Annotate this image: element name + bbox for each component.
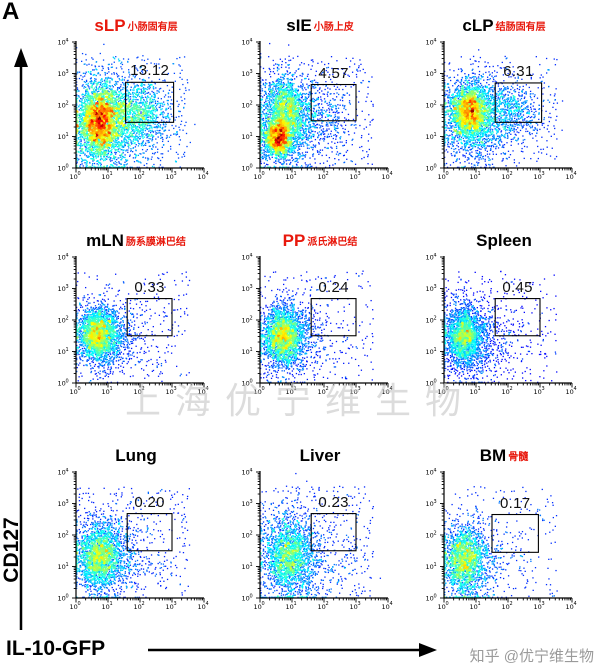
flow-panel-sIE: sIE 小肠上皮 4.57: [226, 14, 410, 229]
credit-watermark: 知乎 @优宁维生物: [469, 648, 594, 665]
flow-panel-cLP: cLP 结肠固有层 6.31: [410, 14, 594, 229]
panel-title-annotation: 小肠固有层: [127, 22, 178, 33]
y-axis-label: CD127: [0, 517, 23, 583]
scatter-canvas: [50, 38, 210, 188]
scatter-canvas: [234, 253, 394, 403]
gate-percentage: 6.31: [503, 62, 534, 80]
panel-title: mLN 肠系膜淋巴结: [56, 229, 216, 253]
flow-panel-PP: PP 派氏淋巴结 0.24: [226, 229, 410, 444]
scatter-plot: 0.17: [418, 468, 578, 618]
flow-panel-mLN: mLN 肠系膜淋巴结 0.33: [42, 229, 226, 444]
gate-percentage: 0.20: [134, 493, 165, 511]
panel-title-annotation: 骨髓: [508, 452, 529, 463]
gate-percentage: 13.12: [130, 62, 170, 80]
panel-title-annotation: 派氏淋巴结: [307, 237, 358, 248]
panel-title: Spleen: [424, 229, 584, 253]
scatter-plot: 6.31: [418, 38, 578, 188]
panel-title-text: cLP: [462, 16, 494, 35]
gate-percentage: 0.24: [318, 278, 349, 296]
panel-title: sIE 小肠上皮: [240, 14, 400, 38]
panel-title: PP 派氏淋巴结: [240, 229, 400, 253]
panel-title: cLP 结肠固有层: [424, 14, 584, 38]
scatter-plot: 13.12: [50, 38, 210, 188]
scatter-plot: 4.57: [234, 38, 394, 188]
panel-title: Lung: [56, 444, 216, 468]
scatter-canvas: [50, 253, 210, 403]
scatter-plot: 0.20: [50, 468, 210, 618]
flow-panel-sLP: sLP 小肠固有层 13.12: [42, 14, 226, 229]
scatter-plot: 0.23: [234, 468, 394, 618]
panel-title: Liver: [240, 444, 400, 468]
panels-grid: sLP 小肠固有层 13.12 sIE 小肠上皮 4.57 cLP 结肠固有层 6.31 mLN 肠…: [42, 14, 594, 659]
scatter-canvas: [234, 468, 394, 618]
x-axis-label: IL-10-GFP: [6, 637, 106, 660]
panel-title-text: sLP: [94, 16, 126, 35]
panel-title-annotation: 肠系膜淋巴结: [125, 237, 186, 248]
flow-panel-Spleen: Spleen 0.45: [410, 229, 594, 444]
panel-title-text: mLN: [86, 231, 124, 250]
scatter-canvas: [418, 38, 578, 188]
panel-title-text: BM: [479, 446, 507, 465]
gate-percentage: 0.23: [318, 493, 349, 511]
scatter-canvas: [50, 468, 210, 618]
gate-percentage: 0.33: [134, 278, 165, 296]
gate-percentage: 0.17: [499, 494, 531, 512]
scatter-plot: 0.33: [50, 253, 210, 403]
gate-percentage: 0.45: [502, 278, 533, 296]
panel-title-text: sIE: [286, 16, 312, 35]
panel-title-text: Liver: [299, 446, 341, 465]
panel-title-text: PP: [282, 231, 306, 250]
flow-panel-Lung: Lung 0.20: [42, 444, 226, 659]
scatter-canvas: [234, 38, 394, 188]
scatter-plot: 0.45: [418, 253, 578, 403]
panel-title: BM 骨髓: [424, 444, 584, 468]
flow-panel-Liver: Liver 0.23: [226, 444, 410, 659]
panel-title-text: Lung: [115, 446, 157, 465]
panel-title-annotation: 小肠上皮: [313, 22, 354, 33]
panel-title-text: Spleen: [476, 231, 532, 250]
scatter-canvas: [418, 468, 578, 618]
panel-title: sLP 小肠固有层: [56, 14, 216, 38]
scatter-plot: 0.24: [234, 253, 394, 403]
figure-panel-letter: A: [2, 0, 20, 25]
flow-panel-BM: BM 骨髓 0.17: [410, 444, 594, 659]
panel-title-annotation: 结肠固有层: [495, 22, 546, 33]
scatter-canvas: [418, 253, 578, 403]
gate-percentage: 4.57: [318, 64, 349, 82]
